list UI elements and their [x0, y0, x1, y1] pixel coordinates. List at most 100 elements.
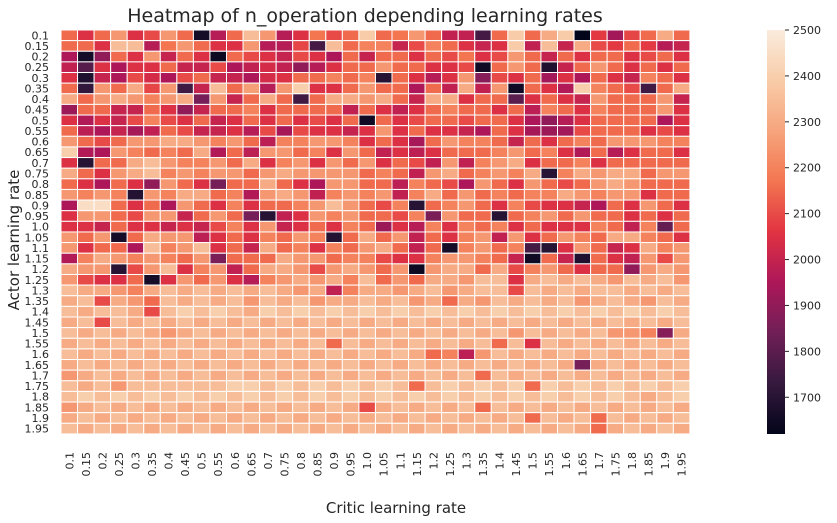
heatmap-cell — [374, 401, 393, 414]
heatmap-cell — [457, 380, 476, 392]
y-tick-label: 1.6 — [32, 348, 50, 361]
heatmap-cell — [275, 231, 294, 244]
heatmap-cell — [424, 220, 443, 233]
heatmap-cell — [77, 401, 95, 414]
heatmap-cell — [557, 337, 575, 350]
heatmap-cell — [507, 146, 525, 159]
heatmap-cell — [573, 422, 592, 435]
heatmap-cell — [341, 82, 360, 95]
heatmap-cell — [308, 390, 327, 403]
heatmap-cell — [374, 337, 393, 350]
heatmap-cell — [623, 29, 641, 42]
heatmap-cell — [176, 327, 194, 339]
heatmap-cell — [474, 263, 492, 275]
heatmap-cell — [441, 295, 459, 307]
heatmap-cell — [557, 284, 575, 297]
heatmap-cell — [93, 40, 112, 52]
heatmap-cell — [590, 369, 608, 382]
heatmap-cell — [374, 40, 393, 52]
y-tick-label: 1.55 — [25, 338, 50, 351]
heatmap-cell — [557, 316, 575, 329]
heatmap-cell — [259, 359, 277, 371]
heatmap-cell — [408, 305, 426, 318]
heatmap-cell — [209, 422, 227, 435]
heatmap-cell — [639, 316, 658, 329]
heatmap-cell — [441, 422, 459, 435]
heatmap-cell — [259, 252, 277, 265]
heatmap-cell — [573, 135, 592, 148]
heatmap-cell — [341, 103, 360, 116]
heatmap-cell — [77, 327, 95, 339]
heatmap-cell — [60, 412, 79, 424]
heatmap-cell — [159, 114, 178, 127]
heatmap-cell — [424, 114, 443, 127]
heatmap-cell — [275, 199, 294, 212]
heatmap-cell — [639, 337, 658, 350]
heatmap-cell — [176, 29, 194, 42]
heatmap-cell — [540, 359, 559, 371]
heatmap-cell — [672, 93, 691, 105]
y-tick-label: 1.9 — [32, 412, 50, 425]
heatmap-cell — [540, 380, 559, 392]
heatmap-cell — [408, 103, 426, 116]
heatmap-cell — [143, 327, 161, 339]
heatmap-cell — [523, 295, 542, 307]
heatmap-cell — [77, 231, 95, 244]
heatmap-cell — [93, 380, 112, 392]
heatmap-cell — [623, 125, 641, 137]
heatmap-cell — [143, 146, 161, 159]
heatmap-cell — [507, 103, 525, 116]
heatmap-cell — [259, 93, 277, 105]
heatmap-cell — [93, 29, 112, 42]
heatmap-cell — [226, 40, 244, 52]
heatmap-cell — [441, 210, 459, 222]
heatmap-cell — [126, 82, 145, 95]
heatmap-cell — [573, 401, 592, 414]
heatmap-cell — [275, 146, 294, 159]
heatmap-cell — [656, 390, 674, 403]
heatmap-cell — [639, 284, 658, 297]
heatmap-cell — [308, 348, 327, 361]
heatmap-cell — [424, 359, 443, 371]
heatmap-cell — [507, 72, 525, 84]
heatmap-cell — [590, 401, 608, 414]
heatmap-cell — [325, 263, 343, 275]
heatmap-cell — [490, 103, 509, 116]
heatmap-cell — [60, 199, 79, 212]
heatmap-cell — [60, 337, 79, 350]
heatmap-cell — [325, 348, 343, 361]
heatmap-cell — [226, 125, 244, 137]
heatmap-cell — [126, 50, 145, 63]
heatmap-cell — [275, 263, 294, 275]
heatmap-cell — [474, 412, 492, 424]
heatmap-cell — [672, 295, 691, 307]
heatmap-cell — [110, 40, 128, 52]
heatmap-cell — [275, 125, 294, 137]
heatmap-cell — [93, 295, 112, 307]
heatmap-cell — [639, 242, 658, 254]
x-tick-label: 1.0 — [361, 452, 374, 470]
heatmap-cell — [590, 199, 608, 212]
heatmap-cell — [292, 369, 310, 382]
heatmap-cell — [408, 125, 426, 137]
heatmap-cell — [672, 210, 691, 222]
heatmap-cell — [457, 263, 476, 275]
heatmap-cell — [242, 231, 261, 244]
heatmap-cell — [441, 337, 459, 350]
heatmap-cell — [540, 369, 559, 382]
heatmap-cell — [93, 305, 112, 318]
heatmap-cell — [143, 359, 161, 371]
heatmap-cell — [391, 369, 410, 382]
heatmap-cell — [226, 242, 244, 254]
heatmap-cell — [242, 327, 261, 339]
heatmap-cell — [110, 327, 128, 339]
heatmap-cell — [374, 210, 393, 222]
heatmap-cell — [441, 29, 459, 42]
heatmap-cell — [209, 93, 227, 105]
heatmap-cell — [60, 157, 79, 169]
heatmap-cell — [110, 61, 128, 74]
heatmap-cell — [259, 82, 277, 95]
heatmap-cell — [292, 359, 310, 371]
heatmap-cell — [457, 82, 476, 95]
y-tick-label: 1.7 — [32, 369, 50, 382]
